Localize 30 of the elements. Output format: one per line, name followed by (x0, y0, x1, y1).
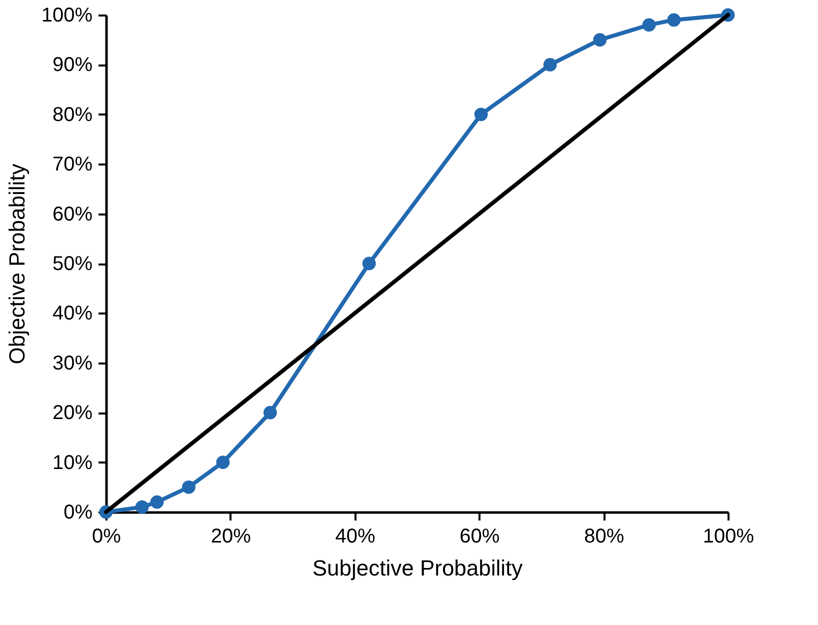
x-tick-label: 100% (702, 526, 754, 548)
x-tick-label: 20% (210, 526, 252, 548)
y-tick-label: 20% (52, 402, 93, 424)
point (264, 406, 277, 420)
x-tick-label: 80% (584, 526, 624, 548)
y-tick-label: 30% (52, 352, 93, 374)
y-tick-label: 90% (52, 54, 93, 76)
point (216, 456, 230, 469)
y-axis-title: Objective Probability (4, 164, 30, 364)
y-tick-label: 70% (52, 154, 93, 176)
point (474, 108, 488, 122)
point (543, 58, 557, 72)
y-tick-label: 80% (52, 104, 93, 126)
point (362, 256, 376, 270)
y-tick-label: 100% (41, 4, 93, 26)
y-tick-label: 10% (52, 452, 93, 474)
point (642, 18, 656, 32)
point (150, 495, 164, 509)
y-tick-label: 0% (64, 502, 93, 524)
y-tick-label: 60% (52, 203, 93, 226)
x-tick-label: 0% (92, 526, 122, 548)
x-tick-label: 40% (335, 526, 376, 548)
x-tick-label: 60% (460, 526, 500, 548)
point (593, 33, 607, 47)
point (135, 500, 149, 514)
y-tick-label: 50% (52, 253, 93, 275)
x-axis-title: Subjective Probability (312, 556, 523, 580)
point (667, 13, 681, 27)
point (182, 480, 196, 494)
y-tick-label: 40% (52, 302, 93, 325)
